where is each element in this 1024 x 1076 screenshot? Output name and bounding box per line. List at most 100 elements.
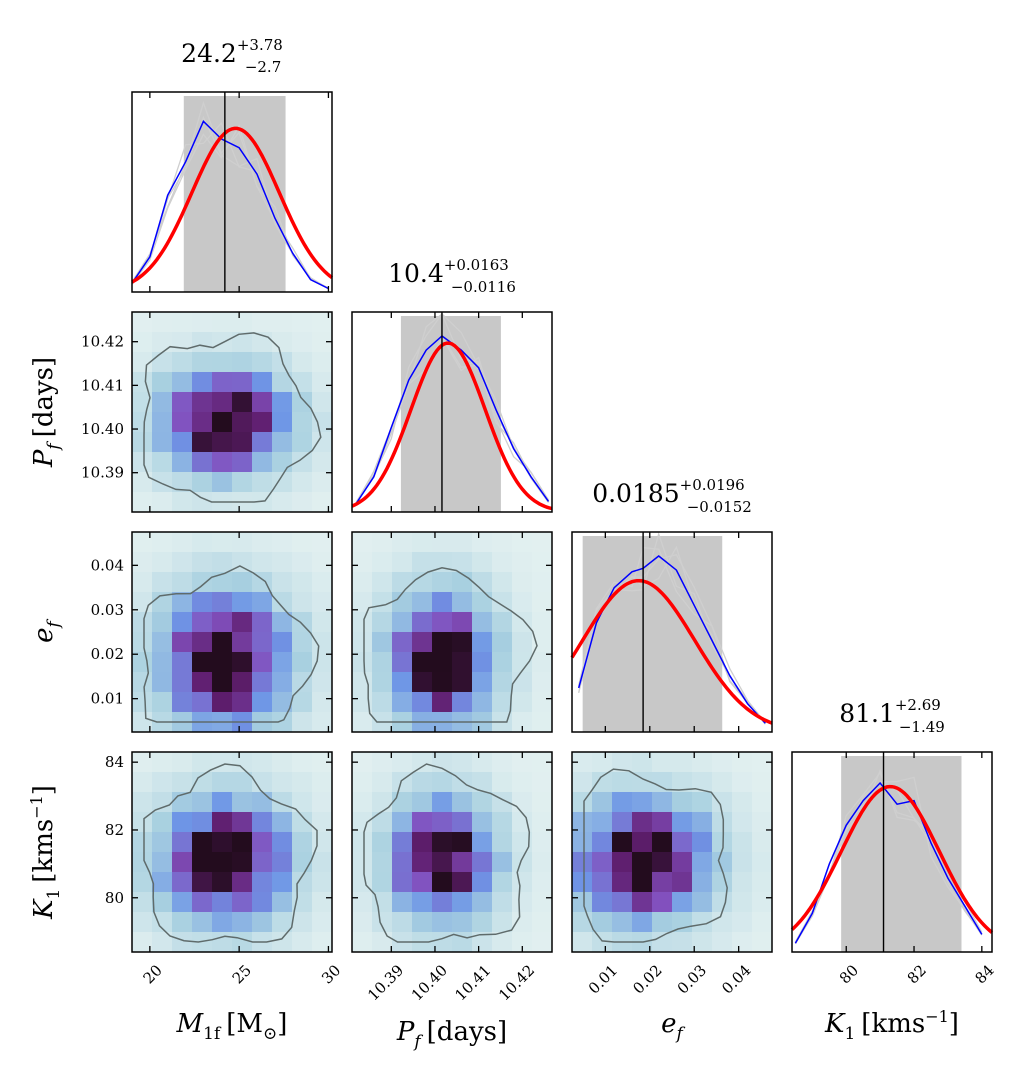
hist2d-cell <box>172 672 193 693</box>
hist2d-cell <box>172 872 193 893</box>
hist2d-cell <box>352 592 373 613</box>
xlabel-k1: K1 [kms−1] <box>824 1007 959 1044</box>
hist2d-cell <box>672 892 693 913</box>
hist2d-cell <box>432 872 453 893</box>
hist2d-cell <box>412 832 433 853</box>
hist2d-cell <box>492 872 513 893</box>
hist2d-cell <box>752 912 773 933</box>
hist2d-cell <box>492 892 513 913</box>
hist2d-cell <box>652 792 673 813</box>
hist2d-cell <box>212 792 233 813</box>
hist2d-cell <box>472 932 493 953</box>
hist2d-cell <box>272 372 293 393</box>
hist2d-cell <box>292 932 313 953</box>
hist2d-cell <box>472 592 493 613</box>
hist2d-cell <box>132 792 153 813</box>
hist2d-cell <box>212 932 233 953</box>
hist2d-cell <box>272 412 293 433</box>
hist2d-cell <box>392 752 413 773</box>
hist2d-cell <box>692 852 713 873</box>
credible-interval-band <box>582 536 723 732</box>
hist2d-cell <box>232 352 253 373</box>
hist2d-cell <box>252 572 273 593</box>
hist2d-cell <box>272 592 293 613</box>
hist2d-cell <box>712 872 733 893</box>
hist2d-cell <box>412 632 433 653</box>
hist2d-cell <box>212 852 233 873</box>
hist2d-cell <box>512 632 533 653</box>
hist2d-cell <box>452 652 473 673</box>
hist2d-cell <box>532 792 553 813</box>
hist2d-cell <box>192 572 213 593</box>
hist2d-cell <box>392 572 413 593</box>
hist2d-cell <box>252 472 273 493</box>
hist2d-cell <box>452 552 473 573</box>
hist2d-cell <box>352 852 373 873</box>
hist2d-cell <box>192 832 213 853</box>
hist2d-cell <box>252 792 273 813</box>
hist2d-cell <box>652 812 673 833</box>
hist2d-cell <box>372 772 393 793</box>
contour-line <box>143 565 320 723</box>
hist2d-cell <box>212 552 233 573</box>
hist2d-cell <box>452 852 473 873</box>
hist2d-cell <box>312 592 333 613</box>
hist2d-cell <box>352 532 373 553</box>
hist2d-cell <box>272 312 293 333</box>
hist2d-cell <box>432 652 453 673</box>
hist2d-cell <box>372 852 393 873</box>
hist2d-cell <box>172 372 193 393</box>
hist2d-cell <box>572 792 593 813</box>
hist2d-cell <box>232 692 253 713</box>
hist2d-cell <box>232 932 253 953</box>
hist2d-cell <box>192 932 213 953</box>
hist2d-cell <box>172 472 193 493</box>
title-ef: 0.0185+0.0196 −0.0152 <box>592 476 752 516</box>
hist2d-cell <box>212 812 233 833</box>
hist2d-cell <box>232 432 253 453</box>
panel-frame <box>571 531 773 733</box>
title-pf-minus: −0.0116 <box>451 278 516 296</box>
hist2d-cell <box>492 772 513 793</box>
hist2d-cell <box>232 472 253 493</box>
hist2d-cell <box>132 432 153 453</box>
hist2d-cell <box>512 812 533 833</box>
hist2d-cell <box>312 812 333 833</box>
hist2d-cell <box>232 532 253 553</box>
title-pf-base: 10.4 <box>388 259 444 288</box>
panel-k1-vs-ef <box>572 752 773 953</box>
hist2d-cell <box>452 612 473 633</box>
hist2d-cell <box>252 752 273 773</box>
hist2d-cell <box>312 912 333 933</box>
hist2d-cell <box>592 792 613 813</box>
hist2d-cell <box>432 892 453 913</box>
credible-interval-band <box>841 756 962 952</box>
hist2d-cell <box>292 632 313 653</box>
hist2d-cell <box>292 432 313 453</box>
title-pf-plus: +0.0163 <box>444 256 509 274</box>
hist2d-cell <box>312 432 333 453</box>
hist2d-cell <box>392 692 413 713</box>
marginal-pf <box>351 312 553 512</box>
hist2d-cell <box>372 592 393 613</box>
hist2d-cell <box>572 812 593 833</box>
hist2d-cell <box>652 852 673 873</box>
hist2d-cell <box>252 612 273 633</box>
hist2d-cell <box>512 752 533 773</box>
hist2d-cell <box>152 312 173 333</box>
hist2d-cell <box>232 852 253 873</box>
hist2d-cell <box>512 552 533 573</box>
hist2d-cell <box>212 892 233 913</box>
hist2d-cell <box>352 792 373 813</box>
hist2d-cell <box>132 892 153 913</box>
hist2d-cell <box>732 792 753 813</box>
hist2d-cell <box>172 832 193 853</box>
hist2d-cell <box>472 872 493 893</box>
hist2d-cell <box>392 672 413 693</box>
hist2d-cell <box>312 332 333 353</box>
hist2d-cell <box>312 852 333 873</box>
hist2d-cell <box>372 912 393 933</box>
hist2d-cell <box>252 592 273 613</box>
hist2d-cell <box>192 812 213 833</box>
hist2d-cell <box>152 372 173 393</box>
